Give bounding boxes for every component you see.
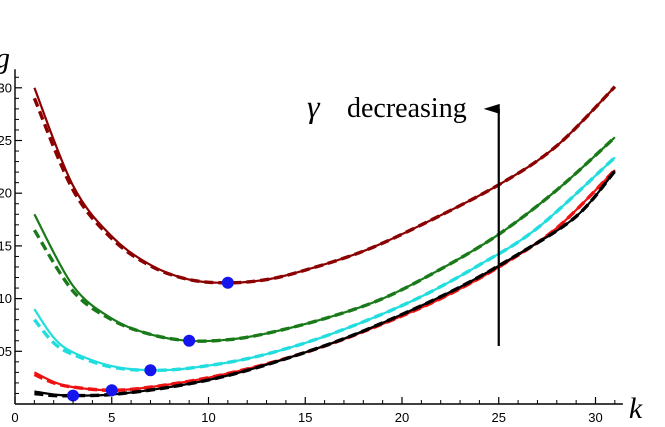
series-0-solid-line [33,85,616,284]
x-axis-title: k [629,392,643,425]
series-3-solid-line [33,169,616,392]
annotation: γ decreasing [307,88,500,347]
x-tick-label-0: 0 [11,410,18,425]
x-tick-label-6: 30 [588,410,602,425]
series-1-dashed-line [32,136,617,343]
y-tick-label-4: 1.25 [0,133,12,148]
y-axis-title: g [0,41,10,74]
series-1-minimum-point [183,334,196,347]
x-tick-label-1: 5 [108,410,115,425]
series-3-dashed-line [33,168,617,393]
gamma-symbol: γ [307,88,321,124]
series-2-minimum-point [144,364,157,377]
y-tick-label-3: 1.20 [0,186,12,201]
decreasing-label: decreasing [347,93,467,124]
y-tick-label-2: 1.15 [0,238,12,253]
axes: 0 5 10 15 20 25 30 1.05 1.10 1.15 1.20 1.25 1.30 k g [0,41,643,425]
series-3-minimum-point [105,384,118,397]
series-4-minimum-point [67,389,80,402]
series-4-solid-line [34,170,616,397]
x-tick-label-5: 25 [492,410,506,425]
x-tick-label-3: 15 [298,410,312,425]
minimum-markers [67,276,234,402]
series-4-dashed-line [34,169,617,398]
x-tick-label-2: 10 [201,410,215,425]
series-0-dashed-line [32,85,617,285]
y-tick-label-0: 1.05 [0,344,12,359]
curves-layer [32,85,617,398]
y-tick-label-1: 1.10 [0,291,12,306]
x-tick-label-4: 20 [395,410,409,425]
y-tick-label-5: 1.30 [0,80,12,95]
series-0-minimum-point [221,276,234,289]
series-2-dashed-line [33,156,617,373]
